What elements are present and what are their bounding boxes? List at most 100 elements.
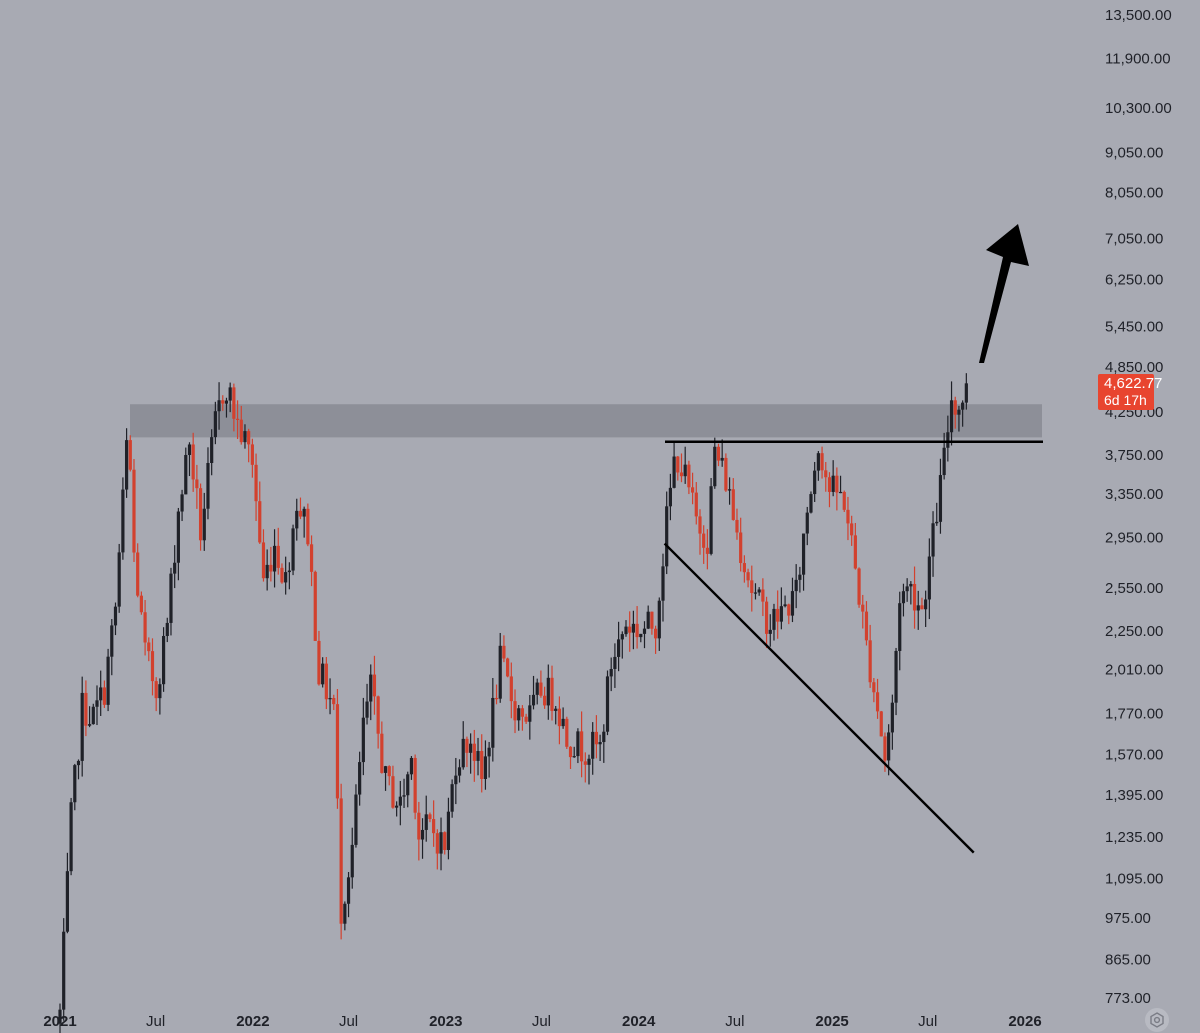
candle-body [949,400,954,433]
candle-body [761,589,765,602]
candle-body [173,562,177,574]
candle-body [254,464,258,502]
candle [250,438,254,478]
candle-body [679,472,684,477]
candle-body [454,775,458,785]
candle-body [383,766,388,773]
candle [306,503,310,547]
candle [498,632,502,703]
candle-body [713,446,717,487]
candle [65,852,69,934]
time-tick-label: 2026 [1008,1013,1041,1030]
candle [491,677,495,762]
candle [380,721,384,774]
candle-body [228,387,232,401]
candle [454,757,458,805]
candle [409,756,414,780]
candle [465,736,469,768]
candle-body [69,802,73,872]
price-tick-label: 8,050.00 [1105,185,1163,202]
last-price-badge: 4,622.77 6d 17h [1098,374,1162,410]
candle-body [239,419,243,443]
candle-body [709,486,713,554]
candle [702,525,706,564]
settings-button[interactable] [1145,1008,1169,1032]
candle-body [672,456,676,488]
candle [894,647,898,716]
candle [798,566,802,593]
candle [539,670,543,698]
candle [594,715,599,759]
candle-body [158,684,162,699]
candle [176,507,180,581]
candle-body [150,651,155,682]
time-tick-label: 2021 [43,1013,76,1030]
candle [154,677,158,712]
candle-body [646,611,650,629]
candle-body [857,568,861,605]
candle [87,706,92,728]
candle [206,447,210,520]
time-tick-label: 2024 [622,1013,656,1030]
target-arrow[interactable] [979,224,1029,363]
candle-body [443,832,447,850]
candle [358,751,362,806]
candle [110,619,114,676]
candle-body [716,446,721,461]
candle-body [587,758,591,765]
candle-body [565,718,569,747]
candle-body [313,571,317,641]
price-tick-label: 2,950.00 [1105,530,1163,547]
candle-body [838,491,843,494]
candle [853,522,857,570]
candle [417,801,421,861]
candle [513,689,517,734]
candle-body [372,674,377,697]
candle [572,746,576,758]
candle [243,424,247,449]
candle-body [764,601,769,634]
candle-body [783,604,787,607]
candle-body [628,626,632,633]
candle-body [369,674,373,702]
candle-body [483,756,488,779]
candle-body [317,640,321,685]
candle-body [328,697,332,700]
candle [239,405,243,445]
candle-body [295,510,299,529]
candle [121,477,125,560]
time-tick-label: 2022 [236,1013,269,1030]
candle-body [790,591,795,616]
candle [217,382,221,430]
candle [383,765,388,791]
candle [554,706,558,725]
candle [420,818,425,859]
candle-body [409,757,414,775]
candle [428,812,432,823]
candle-body [824,470,828,478]
trendline[interactable] [663,542,975,854]
candle-body [161,635,166,685]
candle-body [531,694,536,706]
candle-body [916,605,920,611]
candle [483,740,488,790]
candle [413,754,417,820]
candle-body [724,457,728,491]
candle [787,603,791,625]
candle-body [864,611,869,641]
candle [875,678,880,719]
candle [709,478,713,556]
candle [912,566,917,629]
candle [376,695,380,749]
candle [147,637,151,662]
candle-body [809,494,813,513]
candle [457,759,462,783]
candle-body [391,776,395,808]
candle-body [861,604,865,612]
candle [635,606,639,649]
candle-body [624,626,628,635]
candle-body [435,833,439,854]
price-tick-label: 3,750.00 [1105,447,1163,464]
